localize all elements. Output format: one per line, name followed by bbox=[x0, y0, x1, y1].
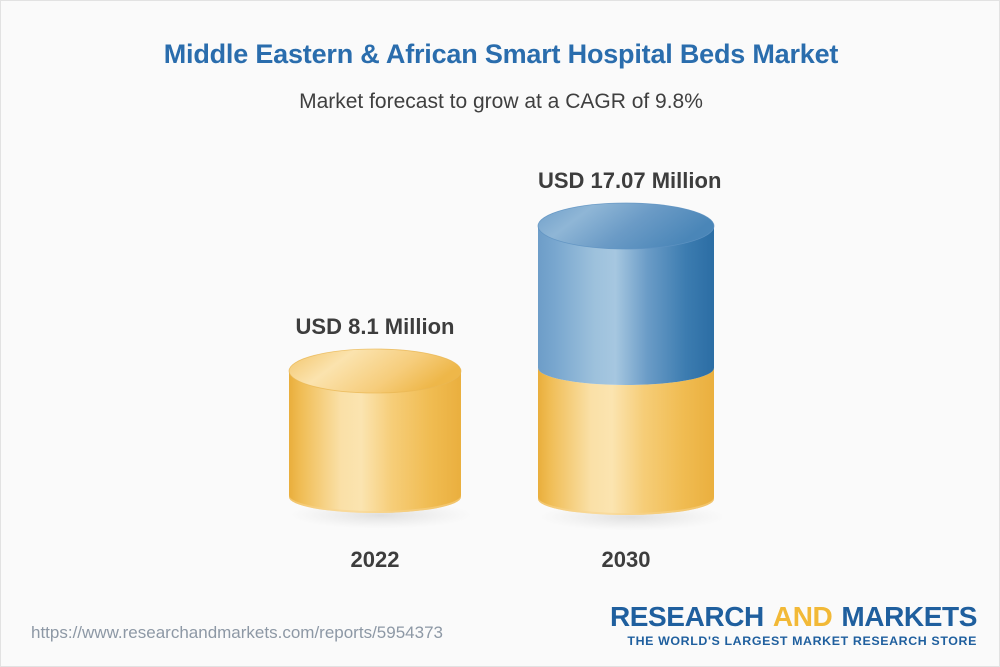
brand-word-and: AND bbox=[772, 601, 833, 632]
bar-category-label-2030: 2030 bbox=[601, 547, 651, 572]
brand-word-research: RESEARCH bbox=[609, 601, 764, 632]
cylinder-2022[interactable] bbox=[288, 348, 473, 529]
chart-plot-area: USD 8.1 Million bbox=[1, 1, 999, 601]
page-title: Middle Eastern & African Smart Hospital … bbox=[163, 39, 839, 69]
brand-logo[interactable]: RESEARCH AND MARKETS THE WORLD'S LARGEST M… bbox=[610, 603, 977, 648]
cylinder-2030[interactable] bbox=[537, 202, 726, 531]
brand-tagline: THE WORLD'S LARGEST MARKET RESEARCH STOR… bbox=[627, 634, 977, 648]
brand-wordmark: RESEARCH AND MARKETS bbox=[610, 603, 977, 631]
bar-value-label-2030: USD 17.07 Million bbox=[538, 168, 722, 193]
bar-category-label-2022: 2022 bbox=[350, 547, 400, 572]
bar-value-label-2022: USD 8.1 Million bbox=[295, 314, 455, 339]
chart-subtitle: Market forecast to grow at a CAGR of 9.8… bbox=[299, 90, 703, 113]
report-url[interactable]: https://www.researchandmarkets.com/repor… bbox=[31, 623, 443, 642]
brand-word-markets: MARKETS bbox=[841, 601, 977, 632]
